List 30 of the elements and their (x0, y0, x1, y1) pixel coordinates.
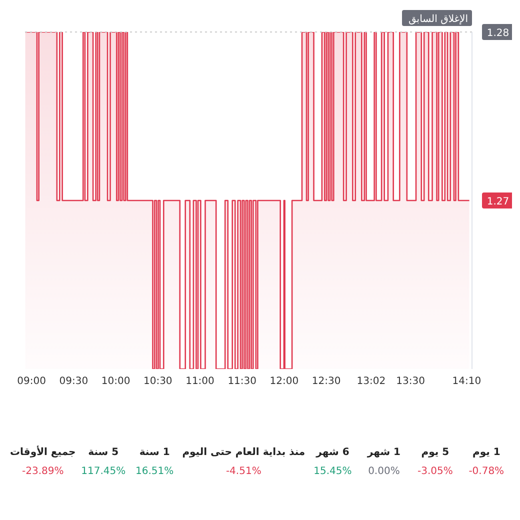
text: 117.45% (81, 466, 126, 477)
x-tick-label: 10:30 (143, 376, 172, 388)
text: 0.00% (368, 466, 400, 477)
x-tick-label: 11:30 (228, 376, 257, 388)
x-tick-label: 10:00 (101, 376, 130, 388)
x-tick-label: 09:00 (17, 376, 46, 388)
category-label: 6 شهر (314, 447, 350, 458)
category-label: جميع الأوقات (10, 447, 76, 458)
category-label: 5 سنة (87, 447, 120, 458)
x-tick-label: 09:30 (59, 376, 88, 388)
x-tick-label: 13:02 (356, 376, 386, 388)
text: -3.05% (417, 466, 453, 477)
category-label: منذ بداية العام حتى اليوم (182, 447, 306, 458)
text: -23.89% (22, 466, 64, 477)
x-tick-label: 12:00 (270, 376, 299, 388)
y-tick-label: 1.27 (486, 196, 510, 208)
category-label: 5 يوم (420, 447, 450, 458)
x-tick-label: 12:30 (312, 376, 341, 388)
text: -0.78% (468, 466, 504, 477)
y-tick-label: 1.28 (486, 28, 510, 39)
category-label: 1 شهر (366, 447, 402, 458)
x-tick-label: 14:10 (452, 376, 482, 388)
text: -4.51% (226, 466, 262, 477)
ref-line-label: الإغلاق السابق (408, 14, 468, 25)
x-tick-label: 13:30 (396, 376, 425, 388)
category-label: 1 يوم (471, 447, 502, 458)
text: 15.45% (314, 466, 352, 477)
text: 16.51% (136, 466, 174, 477)
category-label: 1 سنة (138, 447, 171, 458)
x-tick-label: 11:00 (186, 376, 214, 388)
